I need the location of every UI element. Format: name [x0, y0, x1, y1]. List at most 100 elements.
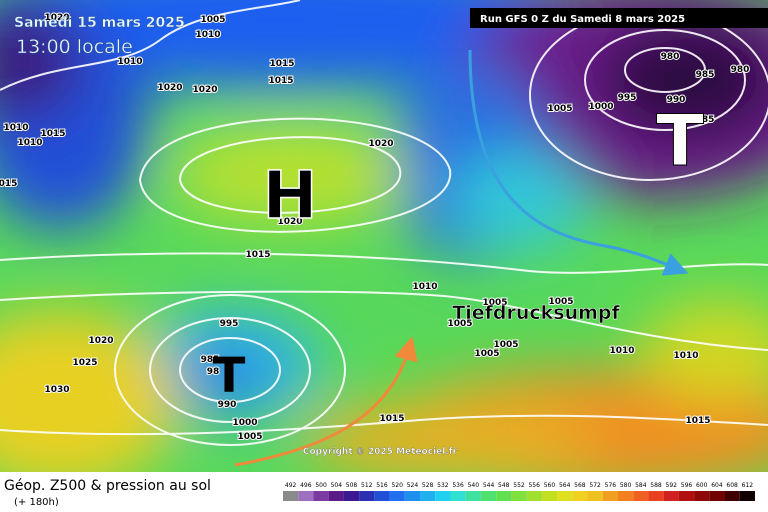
- colorbar-label: 532: [437, 482, 449, 489]
- colorbar-cell: [633, 491, 649, 501]
- colorbar-label: 548: [498, 482, 510, 489]
- colorbar-cell: [298, 491, 314, 501]
- isobar-label: 1005: [548, 297, 573, 307]
- isobar-label: 98: [207, 367, 220, 377]
- isobar-label: 1005: [493, 340, 518, 350]
- isobar-label: 1010: [609, 346, 634, 356]
- colorbar-label: 564: [559, 482, 571, 489]
- colorbar-cell: [602, 491, 618, 501]
- local-time: 13:00 locale: [16, 36, 133, 58]
- colorbar-label: 584: [635, 482, 647, 489]
- colorbar-cell: [678, 491, 695, 501]
- colorbar-cell: [526, 491, 542, 501]
- date: Samedi 15 mars 2025: [14, 15, 185, 31]
- isobar-label: 1005: [474, 349, 499, 359]
- background: [0, 0, 768, 472]
- colorbar-label: 560: [544, 482, 556, 489]
- isobar-label: 1005: [482, 298, 507, 308]
- colorbar-label: 608: [726, 482, 738, 489]
- isobar-label: 995: [618, 93, 637, 103]
- isobar-label: 1015: [685, 416, 710, 426]
- colorbar-cell: [420, 491, 436, 501]
- colorbar-label: 516: [376, 482, 388, 489]
- isobar-label: 1015: [245, 250, 270, 260]
- isobar-label: 1020: [88, 336, 113, 346]
- colorbar-label: 536: [452, 482, 464, 489]
- colorbar-label: 580: [620, 482, 632, 489]
- isobar-label: 980: [661, 52, 680, 62]
- isobar-label: 1015: [269, 59, 294, 69]
- colorbar-cell: [283, 491, 299, 501]
- colorbar-cell: [587, 491, 603, 501]
- colorbar-label: 596: [681, 482, 693, 489]
- copyright: Copyright © 2025 Meteociel.fr: [303, 447, 458, 457]
- colorbar-cell: [389, 491, 405, 501]
- isobar-label: 990: [218, 400, 237, 410]
- colorbar-cell: [511, 491, 527, 501]
- isobar-label: 990: [667, 95, 686, 105]
- isobar-label: 1020: [44, 13, 69, 23]
- colorbar-label: 604: [711, 482, 723, 489]
- colorbar-cell: [557, 491, 573, 501]
- colorbar-cell: [648, 491, 664, 501]
- colorbar-cell: [404, 491, 421, 501]
- colorbar-label: 552: [513, 482, 525, 489]
- colorbar-label: 572: [589, 482, 601, 489]
- colorbar-cell: [709, 491, 725, 501]
- isobar-label: 1010: [3, 123, 28, 133]
- colorbar-label: 512: [361, 482, 373, 489]
- colorbar-cell: [663, 491, 679, 501]
- footer-subtitle: (+ 180h): [14, 497, 59, 508]
- isobar-label: 985: [696, 115, 715, 125]
- colorbar-label: 612: [742, 482, 754, 489]
- isobar-label: 1010: [17, 138, 42, 148]
- annotation: Tiefdrucksumpf: [452, 302, 620, 324]
- isobar-label: 1005: [447, 319, 472, 329]
- colorbar-label: 568: [574, 482, 586, 489]
- colorbar-cell: [450, 491, 466, 501]
- isobar-label: 1020: [368, 139, 393, 149]
- isobar-label: 980: [731, 65, 750, 75]
- colorbar-cell: [343, 491, 360, 501]
- high-pressure-center: H: [262, 157, 317, 234]
- colorbar-cell: [313, 491, 329, 501]
- isobar-label: 1010: [195, 30, 220, 40]
- colorbar: 492 496 500 504 508 512 516 520 524 528 532 536 540 5…: [283, 482, 755, 501]
- isobar-label: 1005: [237, 432, 262, 442]
- isobar-label: 015: [0, 179, 17, 189]
- colorbar-label: 508: [346, 482, 358, 489]
- colorbar-label: 520: [391, 482, 403, 489]
- run-info-box: [470, 8, 768, 28]
- colorbar-cell: [739, 491, 755, 501]
- colorbar-label: 588: [650, 482, 662, 489]
- colorbar-label: 556: [528, 482, 540, 489]
- colorbar-label: 528: [422, 482, 434, 489]
- colorbar-label: 492: [285, 482, 297, 489]
- colorbar-cell: [541, 491, 558, 501]
- isobar-label: 1010: [117, 57, 142, 67]
- colorbar-cell: [328, 491, 344, 501]
- colorbar-cell: [480, 491, 497, 501]
- isobar-label: 1000: [232, 418, 257, 428]
- isobar-label: 1030: [44, 385, 69, 395]
- isobar-label: 995: [220, 319, 239, 329]
- colorbar-cell: [694, 491, 710, 501]
- isobar-labels: 1020 1005 1010 1010 1015 1015 1020 1020 1010 1015…: [0, 12, 750, 443]
- isobar-label: 1020: [277, 217, 302, 227]
- isobar-label: 1020: [192, 85, 217, 95]
- isobar-label: 1015: [268, 76, 293, 86]
- isobar-label: 1015: [379, 414, 404, 424]
- isobar-label: 985: [201, 355, 220, 365]
- colorbar-cell: [359, 491, 375, 501]
- isobar-label: 1005: [200, 15, 225, 25]
- colorbar-label: 544: [483, 482, 495, 489]
- colorbar-label: 540: [468, 482, 480, 489]
- isobar-label: 1000: [588, 102, 613, 112]
- footer-title: Géop. Z500 & pression au sol: [4, 478, 211, 494]
- colorbar-cell: [465, 491, 481, 501]
- colorbar-cell: [617, 491, 634, 501]
- colorbar-label: 504: [331, 482, 343, 489]
- isobar-label: 1025: [72, 358, 97, 368]
